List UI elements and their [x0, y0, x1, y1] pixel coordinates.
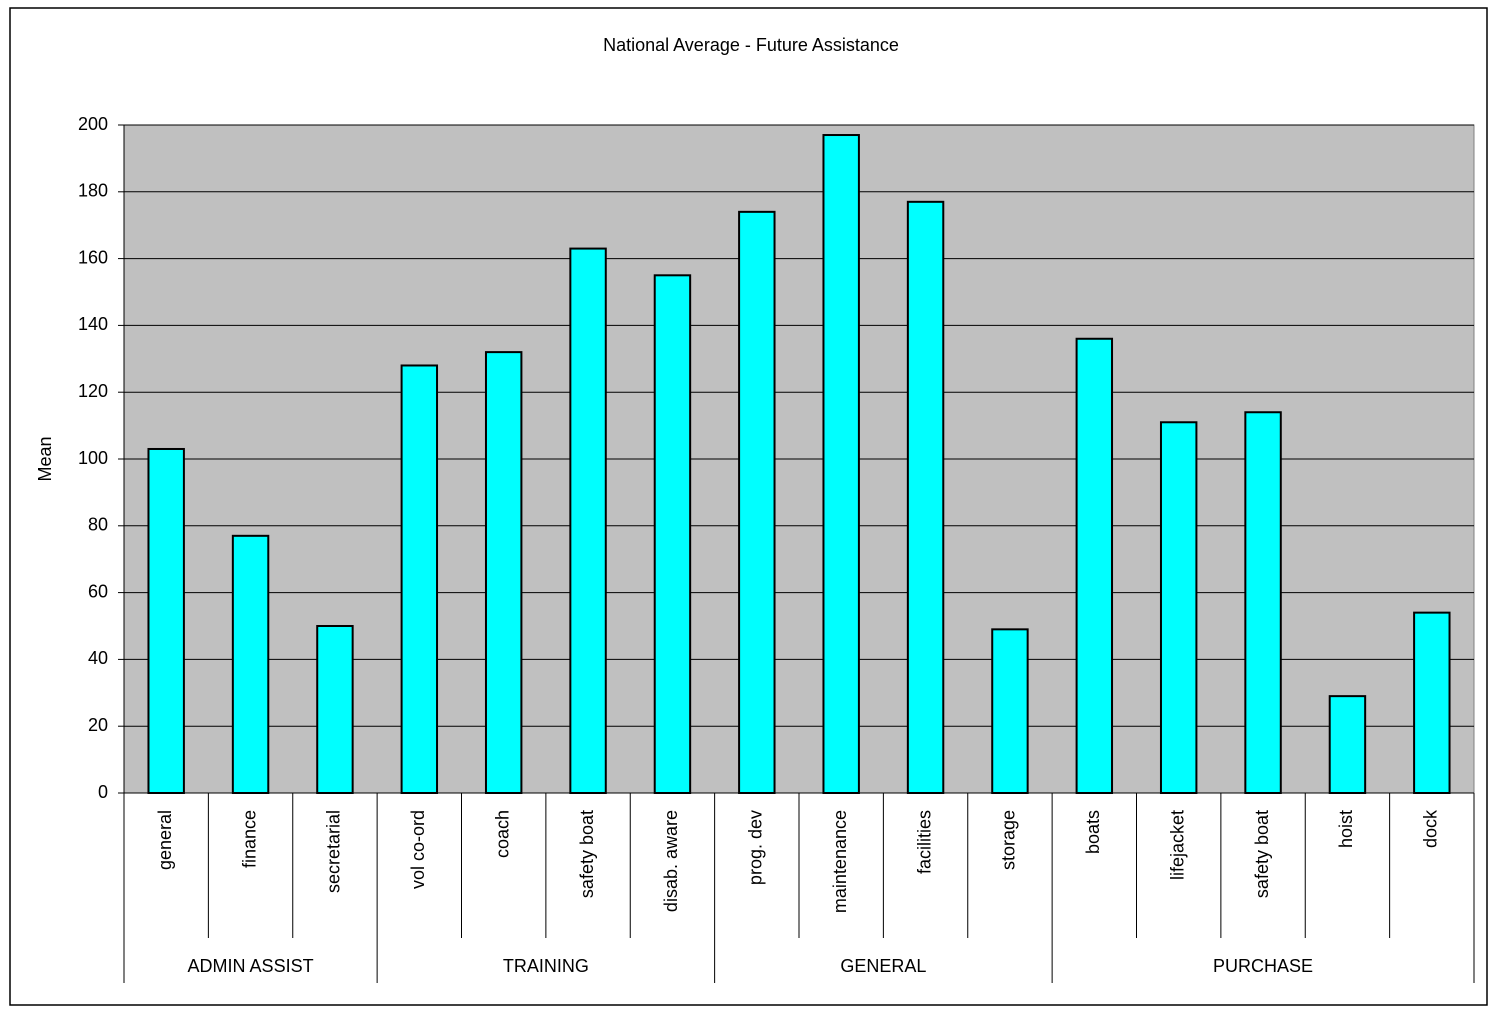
group-label: TRAINING [503, 956, 589, 976]
bar [1075, 337, 1114, 794]
x-tick-label: secretarial [324, 810, 344, 893]
chart-title: National Average - Future Assistance [603, 35, 899, 55]
y-tick-label: 0 [98, 782, 108, 802]
y-tick-label: 60 [88, 581, 108, 601]
bar [400, 364, 439, 794]
bar [653, 274, 692, 794]
x-tick-label: storage [999, 810, 1019, 870]
x-tick-label: safety boat [577, 810, 597, 898]
bar [147, 447, 185, 794]
bar [991, 628, 1029, 795]
x-tick-label: dock [1421, 809, 1441, 848]
y-tick-label: 80 [88, 515, 108, 535]
y-tick-label: 120 [78, 381, 108, 401]
y-tick-label: 100 [78, 448, 108, 468]
bar [738, 210, 776, 794]
bar [822, 134, 860, 794]
x-tick-label: prog. dev [746, 810, 766, 885]
x-tick-label: finance [239, 810, 259, 868]
x-tick-label: coach [492, 810, 512, 858]
bar [1328, 695, 1367, 795]
bar [569, 247, 607, 794]
y-tick-label: 180 [78, 181, 108, 201]
x-tick-label: vol co-ord [408, 810, 428, 889]
x-tick-label: disab. aware [661, 810, 681, 912]
y-tick-label: 200 [78, 114, 108, 134]
y-tick-label: 160 [78, 247, 108, 267]
bar [906, 200, 945, 794]
group-label: PURCHASE [1213, 956, 1313, 976]
x-tick-label: hoist [1336, 810, 1356, 848]
bar [484, 351, 523, 794]
group-label: ADMIN ASSIST [188, 956, 314, 976]
y-tick-label: 40 [88, 648, 108, 668]
bar [1159, 421, 1198, 794]
group-label: GENERAL [840, 956, 926, 976]
bar [1244, 411, 1282, 794]
y-tick-label: 20 [88, 715, 108, 735]
y-tick-label: 140 [78, 314, 108, 334]
bar [1413, 611, 1451, 795]
x-tick-label: lifejacket [1167, 810, 1187, 880]
x-tick-label: facilities [914, 810, 934, 874]
y-axis-label: Mean [35, 436, 55, 481]
x-tick-label: boats [1083, 810, 1103, 854]
x-tick-label: safety boat [1252, 810, 1272, 898]
bar [316, 625, 354, 794]
x-tick-label: maintenance [830, 810, 850, 913]
x-tick-label: general [155, 810, 175, 870]
bar [231, 534, 270, 794]
